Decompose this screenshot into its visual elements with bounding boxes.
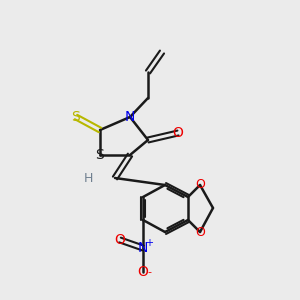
Text: +: +: [145, 238, 153, 248]
Text: H: H: [83, 172, 93, 184]
Text: O: O: [172, 126, 183, 140]
Text: N: N: [138, 241, 148, 255]
Text: O: O: [138, 265, 148, 279]
Text: O: O: [195, 178, 205, 191]
Text: S: S: [72, 110, 80, 124]
Text: N: N: [125, 110, 135, 124]
Text: O: O: [195, 226, 205, 238]
Text: S: S: [96, 148, 104, 162]
Text: -: -: [147, 267, 151, 277]
Text: O: O: [115, 233, 125, 247]
